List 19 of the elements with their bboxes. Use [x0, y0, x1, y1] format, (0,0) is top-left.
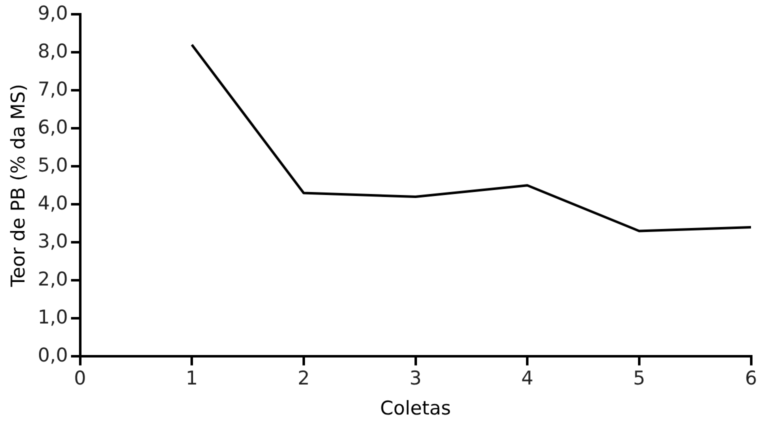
y-tick-label: 2,0 [38, 268, 68, 290]
y-tick-label: 8,0 [38, 40, 68, 62]
x-tick-label: 5 [633, 368, 646, 390]
y-axis-title: Teor de PB (% da MS) [7, 84, 30, 288]
y-tick-label: 5,0 [38, 154, 68, 176]
x-tick-label: 2 [298, 368, 310, 390]
y-tick-label: 9,0 [38, 2, 68, 24]
x-tick-label: 4 [521, 368, 534, 390]
y-tick-label: 3,0 [38, 230, 68, 252]
x-tick-label: 3 [409, 368, 422, 390]
x-tick-label: 1 [186, 368, 198, 390]
x-axis-title: Coletas [380, 398, 451, 420]
y-tick-label: 6,0 [38, 116, 68, 138]
x-tick-label: 0 [74, 368, 86, 390]
y-tick-label: 4,0 [38, 192, 68, 214]
x-tick-label: 6 [744, 368, 758, 390]
y-tick-label: 0,0 [38, 344, 68, 366]
y-tick-label: 1,0 [38, 306, 68, 328]
y-tick-label: 7,0 [38, 78, 68, 100]
